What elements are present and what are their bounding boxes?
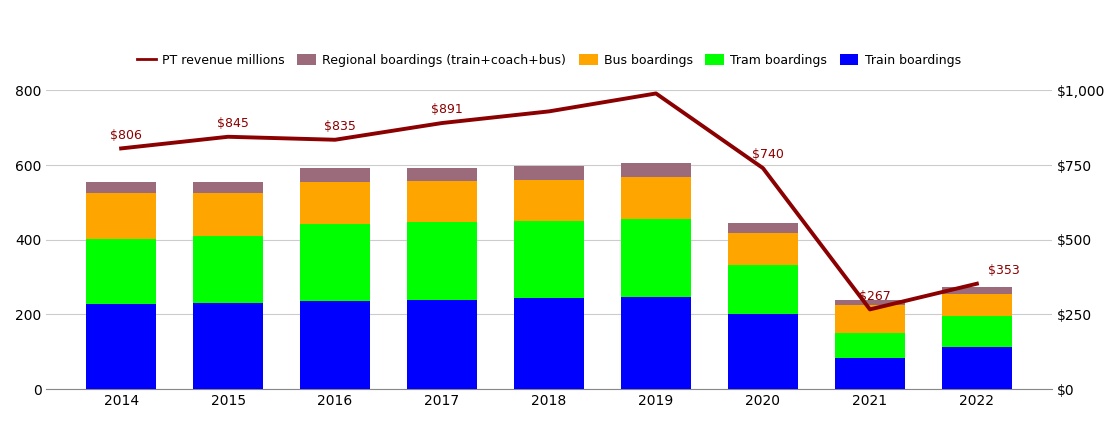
- Bar: [622, 297, 691, 389]
- Bar: [942, 316, 1011, 347]
- Bar: [514, 221, 584, 298]
- Bar: [836, 358, 905, 389]
- Bar: [300, 168, 370, 181]
- Bar: [86, 239, 156, 304]
- Text: $891: $891: [431, 103, 463, 116]
- Bar: [728, 265, 797, 314]
- Text: $353: $353: [988, 264, 1019, 277]
- Bar: [408, 299, 477, 389]
- Bar: [942, 294, 1011, 316]
- Bar: [622, 219, 691, 297]
- Bar: [408, 168, 477, 181]
- Bar: [622, 177, 691, 219]
- Bar: [728, 233, 797, 265]
- Text: $740: $740: [753, 148, 784, 162]
- Bar: [86, 304, 156, 389]
- Bar: [514, 165, 584, 180]
- Bar: [194, 182, 263, 193]
- Bar: [514, 180, 584, 221]
- Bar: [86, 182, 156, 193]
- Bar: [942, 347, 1011, 389]
- Bar: [194, 193, 263, 236]
- Bar: [408, 222, 477, 299]
- Bar: [728, 223, 797, 233]
- Text: $845: $845: [217, 117, 250, 130]
- Legend: PT revenue millions, Regional boardings (train+coach+bus), Bus boardings, Tram b: PT revenue millions, Regional boardings …: [132, 49, 965, 72]
- Bar: [836, 333, 905, 358]
- Bar: [622, 163, 691, 177]
- Bar: [300, 181, 370, 224]
- Text: $806: $806: [111, 129, 142, 142]
- Bar: [836, 305, 905, 333]
- Bar: [942, 287, 1011, 294]
- Bar: [300, 224, 370, 302]
- Bar: [194, 236, 263, 302]
- Text: $267: $267: [859, 290, 892, 303]
- Bar: [836, 300, 905, 305]
- Bar: [194, 302, 263, 389]
- Bar: [300, 302, 370, 389]
- Text: $835: $835: [325, 120, 356, 133]
- Bar: [728, 314, 797, 389]
- Bar: [514, 298, 584, 389]
- Bar: [86, 193, 156, 239]
- Bar: [408, 181, 477, 222]
